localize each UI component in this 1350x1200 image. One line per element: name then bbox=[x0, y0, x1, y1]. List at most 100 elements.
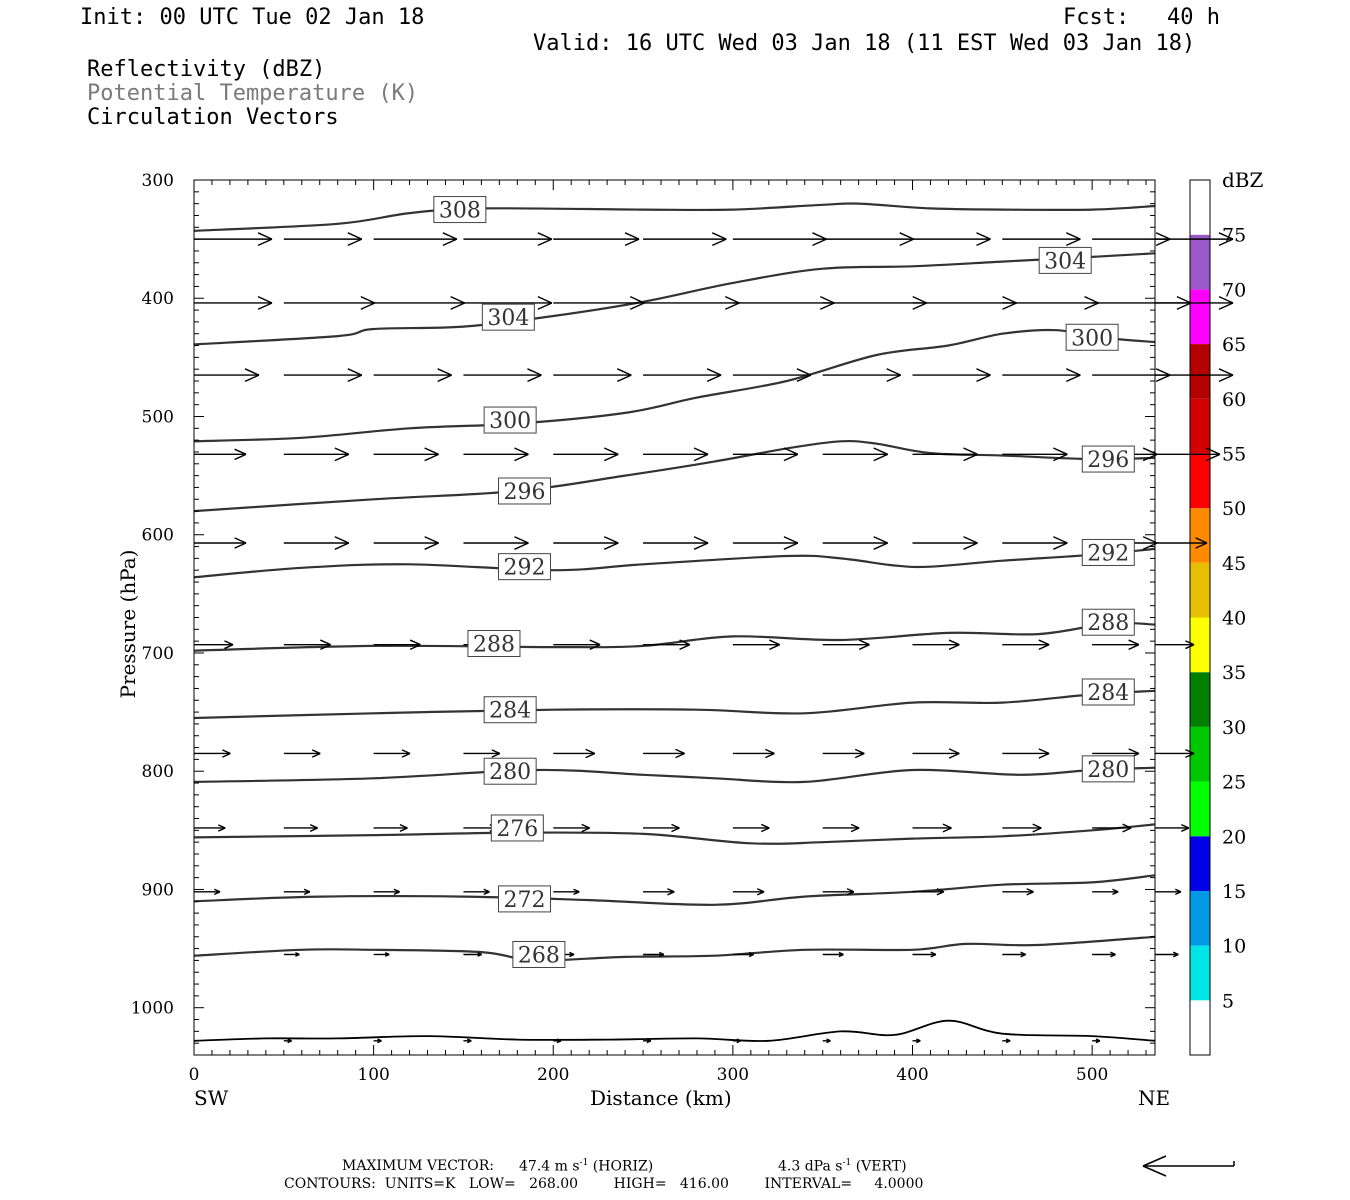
circulation-vector bbox=[643, 1038, 652, 1044]
vector-head bbox=[311, 749, 321, 755]
circulation-vector bbox=[912, 888, 944, 896]
colorbar-frame bbox=[1189, 179, 1211, 1056]
colorbar-tick-label: 10 bbox=[1222, 936, 1246, 958]
y-tick-label: 300 bbox=[142, 171, 174, 191]
vector-head bbox=[846, 888, 855, 893]
vector-head bbox=[424, 453, 439, 462]
vector-head bbox=[858, 639, 870, 646]
vector-head bbox=[585, 748, 596, 755]
circulation-vector bbox=[373, 536, 439, 550]
circulation-vector bbox=[553, 1038, 562, 1044]
circulation-vector bbox=[463, 536, 529, 550]
circulation-vector bbox=[1002, 748, 1050, 759]
circulation-vector bbox=[194, 824, 226, 832]
vector-head bbox=[218, 827, 226, 832]
vector-head bbox=[347, 238, 363, 247]
vector-head bbox=[1038, 644, 1050, 650]
circulation-vector bbox=[373, 447, 439, 462]
vector-head bbox=[963, 453, 978, 462]
circulation-vector bbox=[283, 232, 363, 247]
vector-head bbox=[1110, 953, 1116, 958]
x-tick-label: 500 bbox=[1076, 1065, 1108, 1085]
vector-head bbox=[360, 302, 376, 310]
contour-label-280: 280 bbox=[483, 757, 537, 785]
colorbar-swatch bbox=[1190, 562, 1210, 618]
x-tick-label: 300 bbox=[717, 1065, 749, 1085]
contour-label-box bbox=[1081, 755, 1135, 783]
vector-head bbox=[603, 542, 619, 550]
vector-head bbox=[1112, 888, 1119, 893]
reference-vector-arrow bbox=[1142, 1155, 1235, 1177]
vector-head bbox=[1038, 639, 1050, 646]
vector-head bbox=[1026, 891, 1034, 896]
circulation-vector bbox=[643, 296, 740, 310]
colorbar-swatch bbox=[1190, 890, 1210, 946]
circulation-vector bbox=[1002, 368, 1081, 383]
vector-head bbox=[334, 453, 350, 462]
circulation-vector bbox=[194, 368, 260, 383]
circulation-vector bbox=[822, 823, 860, 833]
vector-head bbox=[234, 448, 247, 455]
vector-head bbox=[399, 823, 408, 829]
circulation-vector bbox=[283, 749, 321, 758]
contour-label-284: 284 bbox=[483, 696, 537, 724]
vector-head bbox=[347, 374, 363, 383]
vector-head bbox=[948, 644, 960, 650]
vector-head bbox=[1053, 453, 1068, 462]
vector-head bbox=[616, 374, 632, 383]
contour-label-box bbox=[481, 303, 535, 331]
circulation-vector bbox=[553, 639, 601, 650]
circulation-vector bbox=[553, 748, 596, 759]
vector-head bbox=[765, 752, 775, 759]
vector-head bbox=[213, 888, 221, 893]
colorbar-tick-label: 45 bbox=[1222, 553, 1246, 575]
circulation-vector bbox=[553, 296, 645, 310]
vector-head bbox=[858, 644, 870, 650]
circulation-vector bbox=[553, 888, 580, 896]
circulation-vector bbox=[732, 232, 827, 247]
x-tick-label: 0 bbox=[189, 1065, 200, 1085]
vector-head bbox=[812, 232, 827, 240]
colorbar-swatch bbox=[1190, 726, 1210, 782]
vector-head bbox=[437, 374, 452, 383]
isentrope-288 bbox=[193, 621, 1156, 652]
colorbar-swatch bbox=[1190, 453, 1210, 509]
vector-head bbox=[287, 1040, 292, 1044]
contour-label-308: 308 bbox=[433, 196, 487, 224]
isentrope-272 bbox=[193, 874, 1156, 906]
max-vector-label: MAXIMUM VECTOR: bbox=[342, 1158, 494, 1174]
vector-head bbox=[724, 302, 740, 310]
circulation-vector bbox=[1155, 951, 1179, 958]
vector-head bbox=[401, 752, 411, 758]
vector-head bbox=[222, 752, 231, 758]
contour-label-284: 284 bbox=[1081, 678, 1135, 706]
circulation-vector bbox=[373, 639, 421, 650]
field-potential-temperature: Potential Temperature (K) bbox=[87, 81, 419, 106]
vector-head bbox=[679, 644, 691, 650]
colorbar-tick-label: 35 bbox=[1222, 662, 1246, 684]
vector-head bbox=[234, 542, 247, 549]
circulation-vector bbox=[643, 823, 680, 833]
vector-head bbox=[257, 238, 273, 247]
circulation-vector bbox=[373, 823, 408, 832]
forecast-hour-label: Fcst: bbox=[1063, 5, 1130, 30]
vector-head bbox=[234, 453, 247, 461]
contour-label-box bbox=[1038, 246, 1092, 274]
isentrope-308 bbox=[193, 202, 1156, 232]
vector-head bbox=[1128, 748, 1140, 755]
vector-head bbox=[477, 953, 482, 957]
x-start-label: SW bbox=[194, 1086, 229, 1110]
vector-head bbox=[603, 536, 619, 544]
contour-label-text: 272 bbox=[504, 888, 546, 913]
vector-head bbox=[603, 453, 619, 462]
circulation-vector bbox=[822, 368, 901, 383]
vector-head bbox=[424, 542, 439, 550]
vector-head bbox=[1195, 542, 1208, 549]
vector-head bbox=[514, 536, 529, 544]
vector-head bbox=[1002, 296, 1017, 304]
circulation-vector bbox=[463, 368, 542, 383]
circulation-vector bbox=[912, 447, 978, 462]
field-reflectivity: Reflectivity (dBZ) bbox=[87, 57, 326, 82]
vector-head bbox=[581, 827, 590, 833]
